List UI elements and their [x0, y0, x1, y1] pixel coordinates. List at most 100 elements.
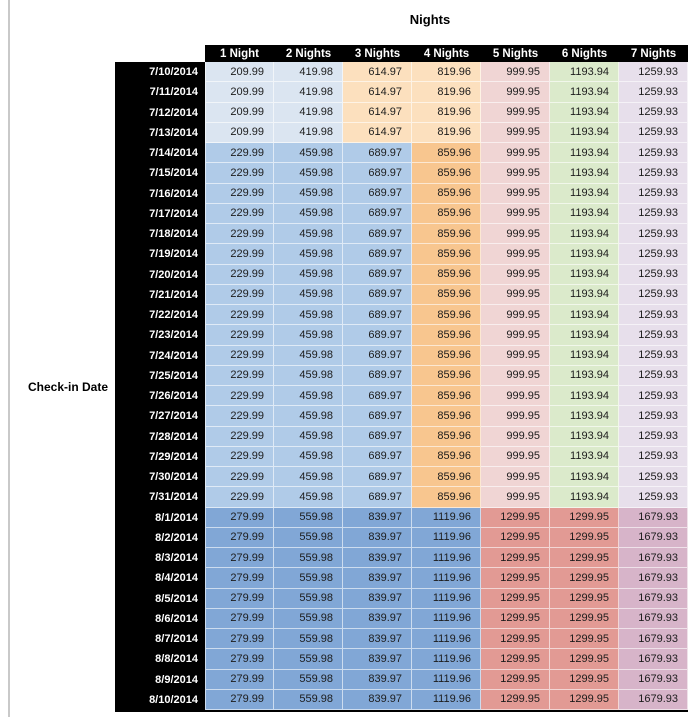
corner-cell — [115, 45, 205, 62]
price-cell: 229.99 — [205, 143, 274, 164]
price-cell: 229.99 — [205, 244, 274, 265]
checkin-date-cell: 7/31/2014 — [115, 487, 205, 508]
table-row: 7/24/2014 229.99 459.98 689.97 859.96 999.95 1… — [115, 345, 688, 366]
price-cell: 1259.93 — [619, 244, 688, 265]
checkin-date-cell: 7/29/2014 — [115, 446, 205, 467]
checkin-date-cell: 7/12/2014 — [115, 102, 205, 123]
price-cell: 1193.94 — [550, 386, 619, 407]
price-cell: 819.96 — [412, 62, 481, 83]
price-cell: 1259.93 — [619, 406, 688, 427]
price-cell: 859.96 — [412, 203, 481, 224]
checkin-date-cell: 7/17/2014 — [115, 203, 205, 224]
price-cell: 1193.94 — [550, 406, 619, 427]
price-cell: 279.99 — [205, 629, 274, 650]
price-cell: 1193.94 — [550, 345, 619, 366]
price-cell: 689.97 — [343, 183, 412, 204]
price-cell: 459.98 — [274, 143, 343, 164]
table-row: 7/21/2014 229.99 459.98 689.97 859.96 999.95 1… — [115, 284, 688, 305]
price-cell: 1119.96 — [412, 527, 481, 548]
price-cell: 1193.94 — [550, 365, 619, 386]
price-cell: 1259.93 — [619, 264, 688, 285]
checkin-date-cell: 7/30/2014 — [115, 467, 205, 488]
column-header-3-nights: 3 Nights — [343, 45, 412, 62]
column-header-1-night: 1 Night — [205, 45, 274, 62]
price-cell: 559.98 — [274, 548, 343, 569]
price-cell: 999.95 — [481, 284, 550, 305]
price-cell: 229.99 — [205, 224, 274, 245]
price-cell: 1119.96 — [412, 568, 481, 589]
price-cell: 1193.94 — [550, 284, 619, 305]
price-cell: 1119.96 — [412, 548, 481, 569]
price-cell: 1679.93 — [619, 548, 688, 569]
price-cell: 1299.95 — [550, 629, 619, 650]
price-cell: 1193.94 — [550, 264, 619, 285]
price-cell: 1259.93 — [619, 467, 688, 488]
price-cell: 279.99 — [205, 548, 274, 569]
price-cell: 1259.93 — [619, 284, 688, 305]
price-cell: 859.96 — [412, 183, 481, 204]
table-row: 7/11/2014 209.99 419.98 614.97 819.96 999.95 1… — [115, 82, 688, 103]
price-cell: 1259.93 — [619, 386, 688, 407]
price-cell: 859.96 — [412, 487, 481, 508]
price-cell: 689.97 — [343, 345, 412, 366]
column-header-6-nights: 6 Nights — [550, 45, 619, 62]
price-cell: 559.98 — [274, 507, 343, 528]
price-cell: 419.98 — [274, 82, 343, 103]
price-cell: 229.99 — [205, 284, 274, 305]
price-cell: 559.98 — [274, 527, 343, 548]
price-cell: 999.95 — [481, 122, 550, 143]
price-cell: 279.99 — [205, 527, 274, 548]
table-row: 7/29/2014 229.99 459.98 689.97 859.96 999.95 1… — [115, 446, 688, 467]
checkin-date-cell: 8/5/2014 — [115, 588, 205, 609]
price-cell: 209.99 — [205, 62, 274, 83]
table-row: 8/4/2014 279.99 559.98 839.97 1119.96 1299.95… — [115, 568, 688, 589]
price-cell: 1679.93 — [619, 689, 688, 710]
price-cell: 229.99 — [205, 426, 274, 447]
price-cell: 1679.93 — [619, 669, 688, 690]
price-cell: 459.98 — [274, 446, 343, 467]
price-cell: 689.97 — [343, 264, 412, 285]
price-cell: 859.96 — [412, 386, 481, 407]
price-cell: 419.98 — [274, 122, 343, 143]
price-cell: 819.96 — [412, 82, 481, 103]
price-cell: 459.98 — [274, 426, 343, 447]
price-cell: 859.96 — [412, 305, 481, 326]
price-cell: 1299.95 — [481, 608, 550, 629]
price-cell: 1259.93 — [619, 82, 688, 103]
table-row: 7/17/2014 229.99 459.98 689.97 859.96 999.95 1… — [115, 203, 688, 224]
price-cell: 229.99 — [205, 406, 274, 427]
price-cell: 999.95 — [481, 426, 550, 447]
price-cell: 1299.95 — [481, 649, 550, 670]
price-cell: 279.99 — [205, 649, 274, 670]
price-cell: 1299.95 — [481, 629, 550, 650]
price-cell: 1193.94 — [550, 102, 619, 123]
checkin-date-cell: 8/3/2014 — [115, 548, 205, 569]
table-row: 7/27/2014 229.99 459.98 689.97 859.96 999.95 1… — [115, 406, 688, 427]
table-row: 7/25/2014 229.99 459.98 689.97 859.96 999.95 1… — [115, 365, 688, 386]
price-cell: 229.99 — [205, 305, 274, 326]
price-cell: 1259.93 — [619, 487, 688, 508]
price-cell: 279.99 — [205, 568, 274, 589]
price-cell: 1259.93 — [619, 183, 688, 204]
price-cell: 419.98 — [274, 62, 343, 83]
checkin-date-cell: 7/26/2014 — [115, 386, 205, 407]
price-cell: 209.99 — [205, 122, 274, 143]
price-cell: 859.96 — [412, 446, 481, 467]
price-cell: 1193.94 — [550, 122, 619, 143]
price-cell: 859.96 — [412, 467, 481, 488]
price-cell: 1299.95 — [550, 689, 619, 710]
price-cell: 459.98 — [274, 345, 343, 366]
price-cell: 209.99 — [205, 102, 274, 123]
price-cell: 1679.93 — [619, 608, 688, 629]
price-cell: 1193.94 — [550, 203, 619, 224]
checkin-date-cell: 7/21/2014 — [115, 284, 205, 305]
left-margin-rule — [8, 0, 10, 717]
price-cell: 229.99 — [205, 386, 274, 407]
price-cell: 689.97 — [343, 224, 412, 245]
table-row: 7/22/2014 229.99 459.98 689.97 859.96 999.95 1… — [115, 305, 688, 326]
price-cell: 859.96 — [412, 345, 481, 366]
checkin-date-cell: 8/6/2014 — [115, 608, 205, 629]
price-cell: 999.95 — [481, 305, 550, 326]
checkin-date-cell: 8/1/2014 — [115, 507, 205, 528]
price-cell: 839.97 — [343, 608, 412, 629]
